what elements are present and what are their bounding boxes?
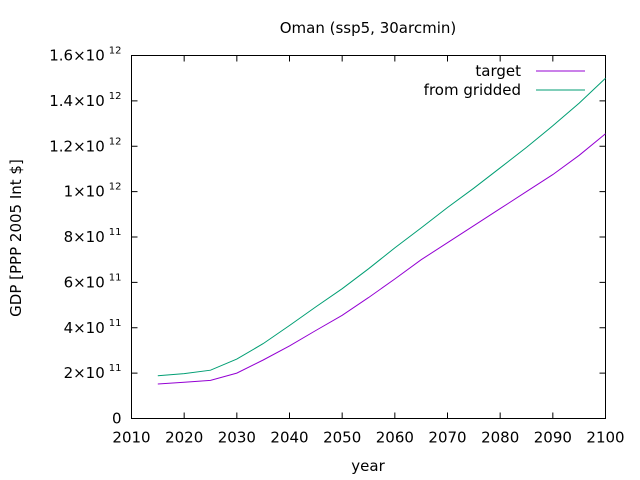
x-tick-label: 2100 (586, 429, 624, 447)
y-tick-label: 1×10 12 (64, 182, 122, 201)
y-axis-label: GDP [PPP 2005 Int $] (7, 159, 25, 317)
y-tick-label: 1.2×10 12 (49, 136, 121, 155)
legend-label: target (475, 62, 521, 80)
x-tick-label: 2070 (428, 429, 466, 447)
y-tick-label: 1.6×10 12 (49, 46, 121, 65)
y-tick-label: 2×10 11 (64, 363, 122, 382)
y-tick-label: 8×10 11 (64, 227, 122, 246)
x-tick-label: 2090 (534, 429, 572, 447)
legend-label: from gridded (424, 81, 521, 99)
y-tick-label: 4×10 11 (64, 318, 122, 337)
x-tick-label: 2020 (165, 429, 203, 447)
x-tick-label: 2050 (323, 429, 361, 447)
plot-frame (131, 55, 606, 419)
series-layer (157, 77, 606, 385)
series-line-1 (157, 133, 606, 385)
y-tick-label: 6×10 11 (64, 272, 122, 291)
y-tick-label: 1.4×10 12 (49, 91, 121, 110)
x-tick-label: 2080 (481, 429, 519, 447)
x-tick-label: 2060 (376, 429, 414, 447)
x-tick-label: 2010 (112, 429, 150, 447)
x-tick-label: 2040 (270, 429, 308, 447)
y-tick-label: 0 (112, 410, 122, 428)
axis-ticks: 2010 2020 2030 2040 2050 2060 2070 2080 2090 2100… (49, 46, 624, 447)
x-axis-label: year (351, 457, 385, 475)
series-line-2 (157, 77, 606, 377)
x-tick-label: 2030 (218, 429, 256, 447)
chart-title: Oman (ssp5, 30arcmin) (280, 19, 456, 37)
